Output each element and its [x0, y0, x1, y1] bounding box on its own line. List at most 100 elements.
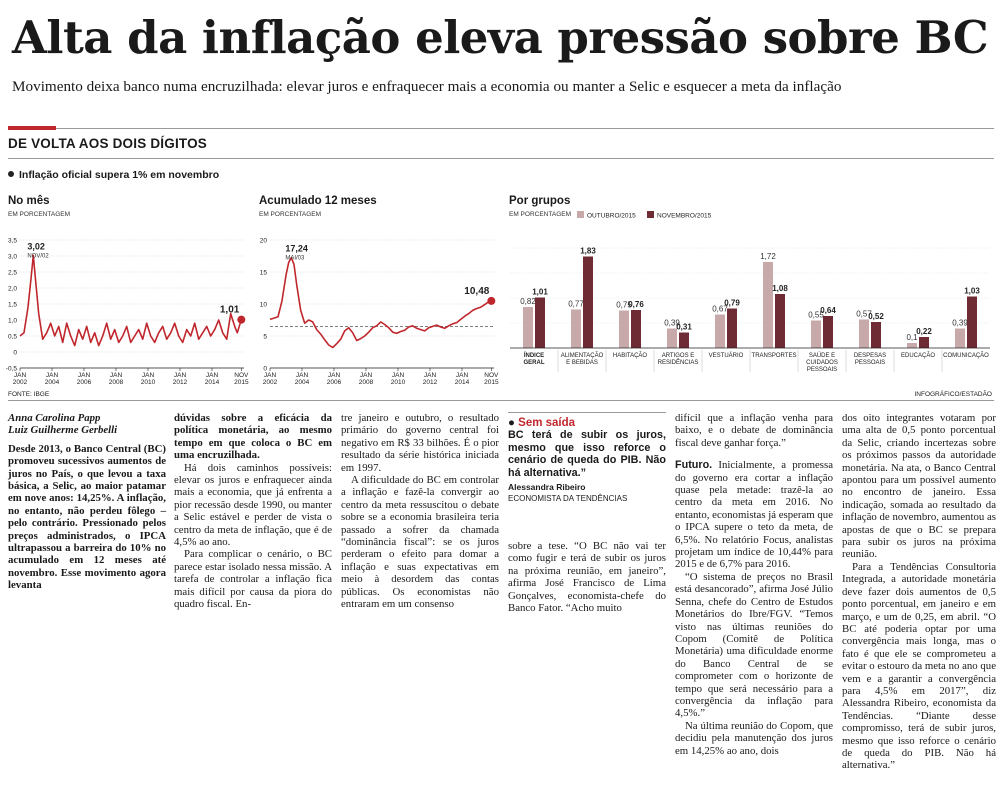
- y-tick-label: 10: [260, 302, 268, 309]
- series-line: [19, 254, 243, 347]
- bar-novembro: [823, 316, 833, 348]
- x-tick-label: JAN: [456, 372, 469, 379]
- category-label: ÍNDICE: [524, 351, 544, 359]
- x-tick-label: 2004: [45, 379, 60, 386]
- col3-p1: tre janeiro e outubro, o resultado primá…: [341, 412, 499, 474]
- x-tick-label: 2002: [263, 379, 278, 386]
- legend-label: OUTUBRO/2015: [587, 213, 636, 220]
- legend-label: NOVEMBRO/2015: [657, 213, 712, 220]
- x-tick-label: JAN: [296, 372, 309, 379]
- chart3-unit: EM PORCENTAGEM: [509, 211, 571, 218]
- category-label: GERAL: [524, 360, 545, 366]
- y-tick-label: 2,0: [8, 286, 17, 293]
- x-tick-label: 2008: [109, 379, 124, 386]
- y-tick-label: 0,5: [8, 334, 17, 341]
- article-col-5: difícil que a inflação venha para baixo,…: [675, 412, 833, 757]
- bullet-icon: [8, 171, 14, 177]
- bar-value-label: 0,76: [628, 300, 644, 309]
- section-accent-bar: [8, 126, 56, 130]
- pullquote-role: ECONOMISTA DA TENDÊNCIAS: [508, 494, 628, 504]
- series-line: [269, 256, 492, 349]
- x-tick-label: JAN: [78, 372, 91, 379]
- category-label: ALIMENTAÇÃO: [561, 352, 604, 359]
- chart1-svg: 3,53,02,52,01,51,00,50-0,5JAN2002JAN2004…: [6, 238, 249, 387]
- last-point-marker: [237, 315, 246, 324]
- x-tick-label: JAN: [264, 372, 277, 379]
- y-tick-label: 0: [13, 350, 17, 357]
- col5-p1: difícil que a inflação venha para baixo,…: [675, 412, 833, 449]
- col3-p2: A dificuldade do BC em controlar a infla…: [341, 474, 499, 611]
- category-label: PESSOAIS: [807, 367, 837, 373]
- x-tick-label: JAN: [328, 372, 341, 379]
- bar-outubro: [811, 320, 821, 348]
- col5-kicker: Futuro.: [675, 459, 713, 472]
- x-tick-label: 2015: [234, 379, 249, 386]
- legend-swatch: [577, 211, 584, 218]
- pullquote-author: Alessandra Ribeiro: [508, 482, 586, 493]
- y-tick-label: 15: [260, 270, 268, 277]
- bar-novembro: [775, 294, 785, 348]
- col2-p2: Há dois caminhos possíveis: elevar os ju…: [174, 461, 332, 549]
- x-tick-label: JAN: [174, 372, 187, 379]
- x-tick-label: 2014: [455, 379, 470, 386]
- category-label: E BEBIDAS: [566, 360, 598, 366]
- bar-value-label: 1,01: [532, 288, 548, 297]
- col4-p1: sobre a tese. “O BC não vai ter como fug…: [508, 540, 666, 615]
- x-tick-label: JAN: [360, 372, 373, 379]
- bar-outubro: [619, 310, 629, 348]
- pullquote-box: ● Sem saída BC terá de subir os juros, m…: [508, 412, 666, 540]
- category-label: TRANSPORTES: [752, 353, 797, 359]
- subhead: Movimento deixa banco numa encruzilhada:…: [12, 78, 842, 95]
- x-tick-label: NOV: [484, 372, 499, 379]
- bar-value-label: 0,52: [868, 312, 884, 321]
- peak-label: 3,02: [27, 241, 45, 251]
- x-tick-label: JAN: [424, 372, 437, 379]
- last-value-label: 10,48: [464, 286, 489, 297]
- x-tick-label: JAN: [142, 372, 155, 379]
- col6-p1: dos oito integrantes votaram por uma alt…: [842, 412, 996, 561]
- bar-outubro: [715, 314, 725, 348]
- bar-novembro: [919, 337, 929, 348]
- chart3-svg: OUTUBRO/2015 NOVEMBRO/2015 0,821,01 ÍNDICEG…: [510, 211, 990, 373]
- bar-value-label: 0,79: [724, 299, 740, 308]
- y-tick-label: -0,5: [6, 366, 18, 373]
- bar-novembro: [871, 322, 881, 348]
- peak-date-label: MAI/03: [285, 256, 305, 262]
- chart1-unit: EM PORCENTAGEM: [8, 211, 70, 218]
- x-tick-label: 2010: [391, 379, 406, 386]
- x-tick-label: NOV: [234, 372, 249, 379]
- col6-p2: Para a Tendências Consultoria Integrada,…: [842, 560, 996, 772]
- bar-novembro: [679, 332, 689, 348]
- peak-date-label: NOV/02: [27, 253, 49, 259]
- y-tick-label: 3,5: [8, 238, 17, 245]
- bar-value-label: 0,39: [952, 319, 968, 328]
- y-tick-label: 3,0: [8, 254, 17, 261]
- bar-value-label: 0,22: [916, 327, 932, 336]
- byline-2: Luiz Guilherme Gerbelli: [8, 424, 118, 437]
- bar-novembro: [535, 297, 545, 348]
- bar-value-label: 0,82: [520, 297, 536, 306]
- category-label: CUIDADOS: [806, 360, 838, 366]
- bar-outubro: [523, 307, 533, 348]
- article-col-6: dos oito integrantes votaram por uma alt…: [842, 412, 996, 772]
- bar-value-label: 0,57: [856, 310, 872, 319]
- pullquote-text: BC terá de subir os juros, mesmo que iss…: [508, 429, 666, 479]
- col5-p3: “O sistema de preços no Brasil está desa…: [675, 570, 833, 720]
- peak-label: 17,24: [285, 244, 308, 254]
- x-tick-label: 2004: [295, 379, 310, 386]
- chart1-title: No mês: [8, 195, 50, 207]
- section-rule: [8, 158, 994, 159]
- article-lede: Desde 2013, o Banco Central (BC) promove…: [8, 442, 166, 592]
- col2-p1: dúvidas sobre a eficácia da política mon…: [174, 412, 332, 462]
- x-tick-label: JAN: [110, 372, 123, 379]
- bar-novembro: [631, 310, 641, 348]
- last-point-marker: [487, 296, 496, 305]
- section-title: DE VOLTA AOS DOIS DÍGITOS: [8, 136, 208, 151]
- source: FONTE: IBGE: [8, 391, 50, 398]
- category-label: DESPESAS: [854, 353, 886, 359]
- bar-novembro: [583, 256, 593, 348]
- article-col-4: ● Sem saída BC terá de subir os juros, m…: [508, 412, 666, 614]
- bar-outubro: [763, 262, 773, 348]
- bar-outubro: [859, 319, 869, 348]
- byline-1: Anna Carolina Papp: [8, 412, 101, 424]
